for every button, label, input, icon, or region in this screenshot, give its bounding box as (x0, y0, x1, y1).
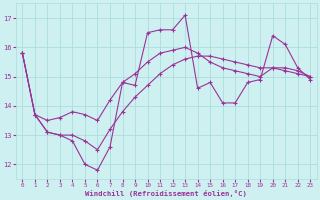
X-axis label: Windchill (Refroidissement éolien,°C): Windchill (Refroidissement éolien,°C) (85, 190, 247, 197)
